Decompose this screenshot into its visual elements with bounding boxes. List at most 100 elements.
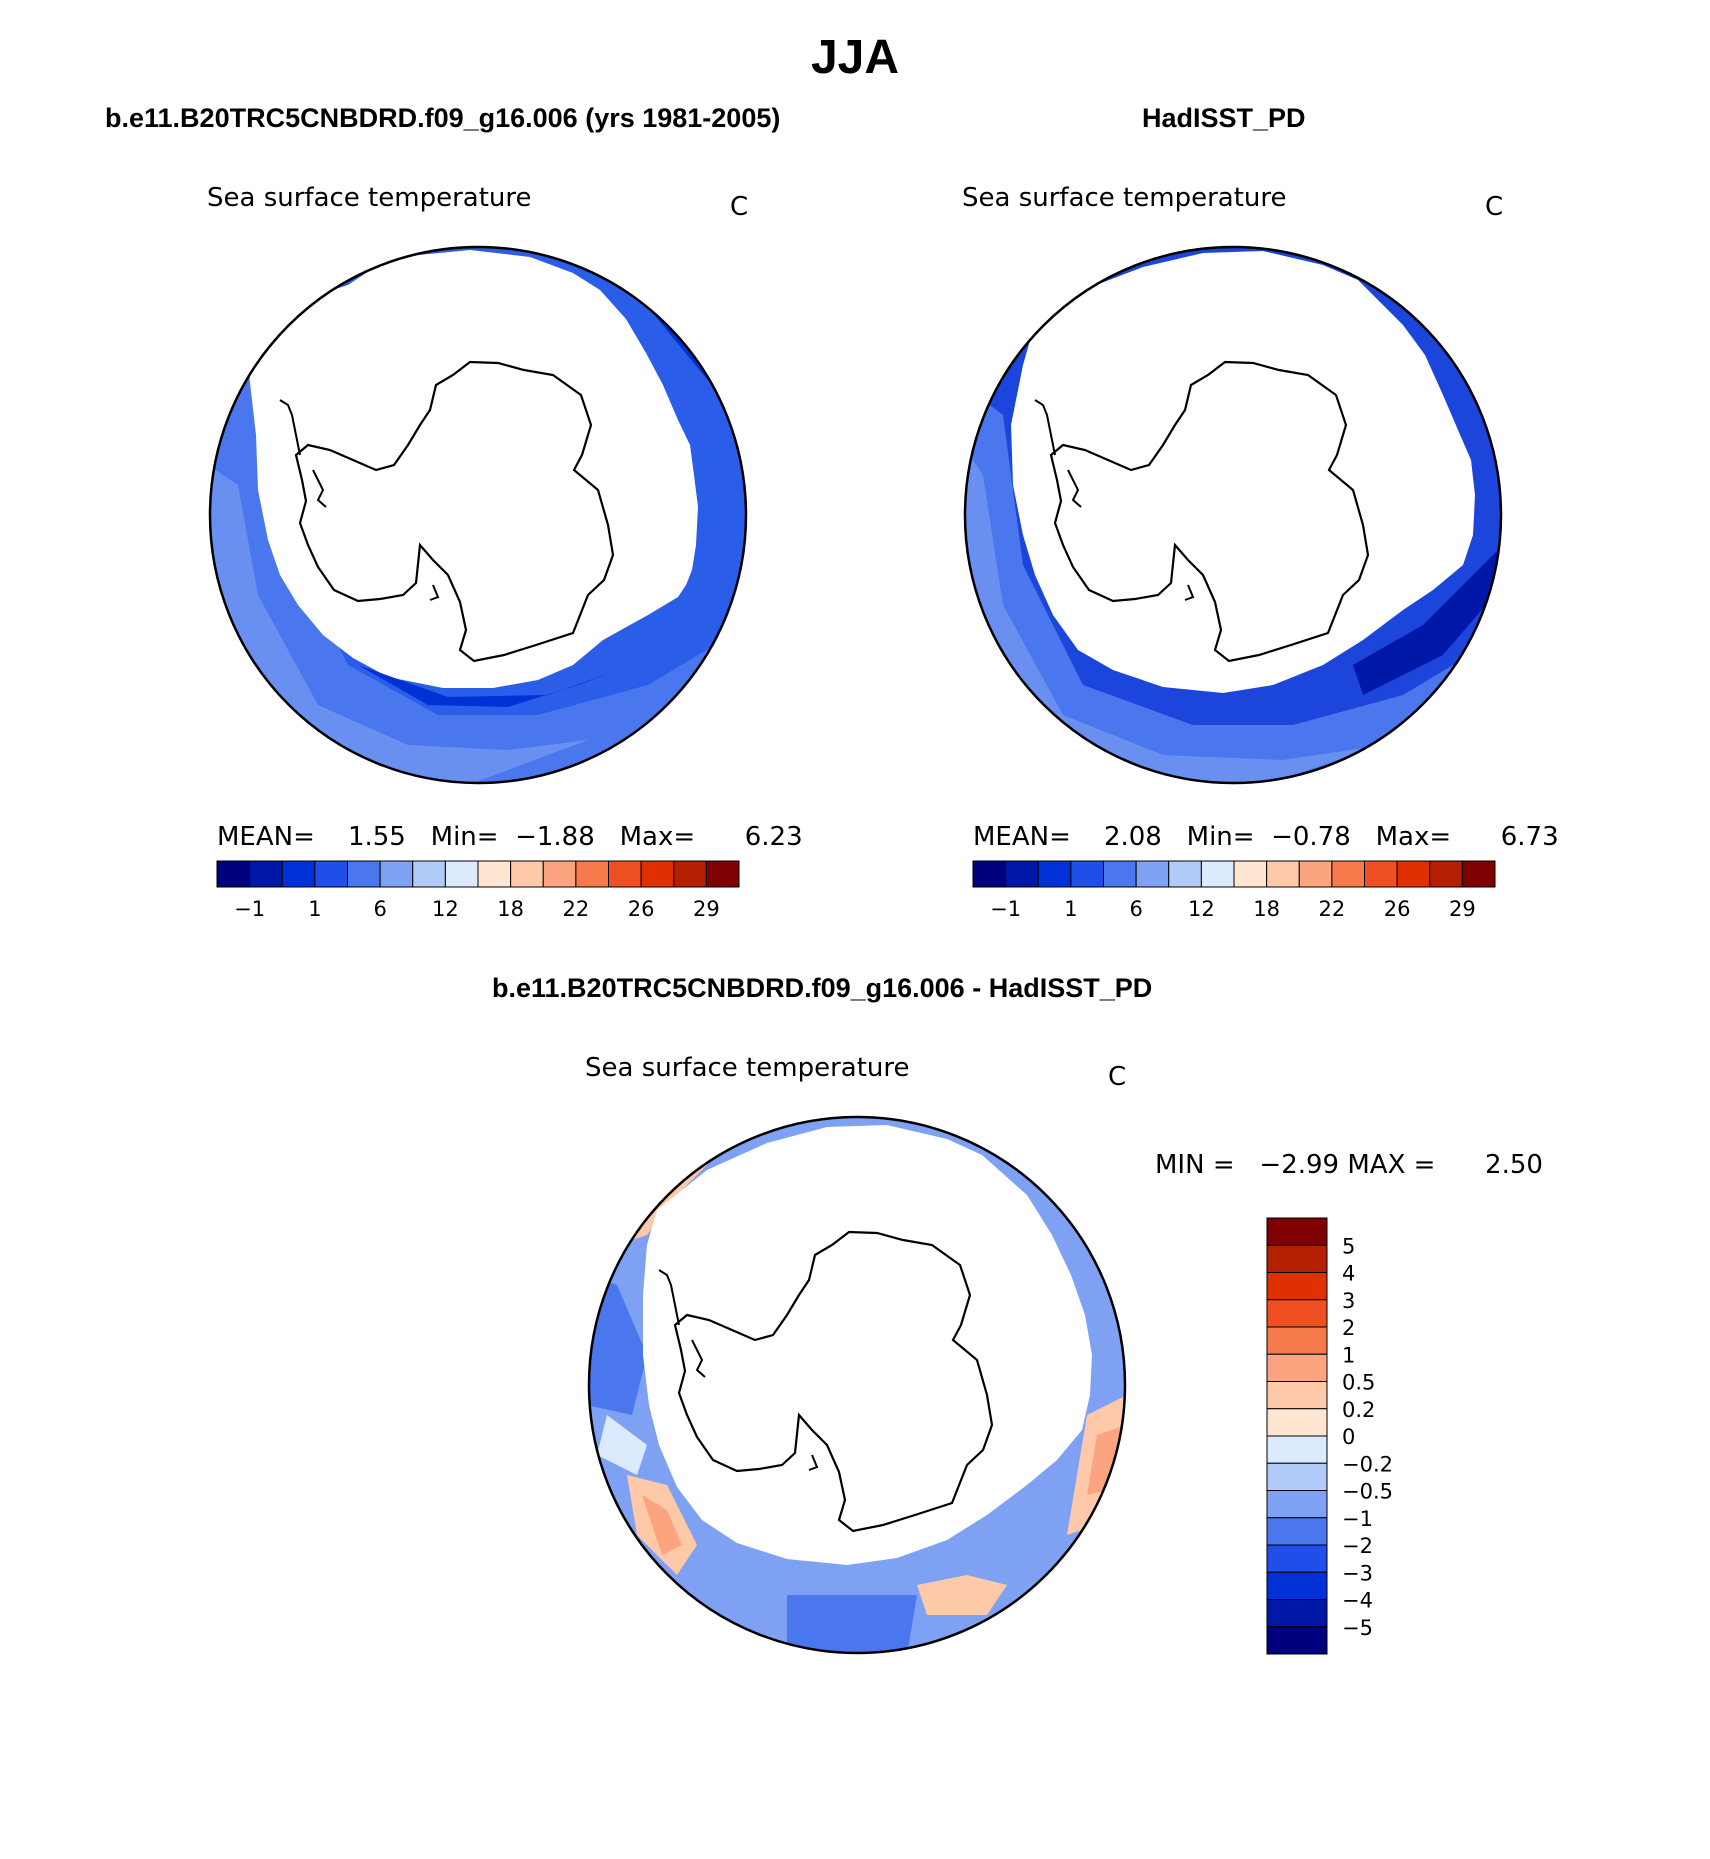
obs-mean-label: MEAN=	[973, 822, 1071, 852]
obs-panel-title: HadISST_PD	[1142, 103, 1306, 133]
model-colorbar-swatch	[249, 860, 283, 888]
diff-colorbar-swatch	[1266, 1353, 1328, 1382]
model-colorbar-tick-label: 6	[373, 897, 386, 921]
model-colorbar: −1 1 6 12 18 22 26 29	[216, 860, 740, 921]
obs-colorbar-swatch	[1331, 860, 1365, 888]
obs-colorbar-swatch	[1364, 860, 1398, 888]
model-colorbar-swatch	[575, 860, 609, 888]
model-colorbar-tick-label: 12	[432, 897, 459, 921]
obs-colorbar-swatch	[1461, 860, 1496, 888]
diff-colorbar-tick-label: 0.5	[1342, 1371, 1375, 1395]
model-colorbar-swatch	[347, 860, 381, 888]
obs-colorbar-tick-label: 18	[1253, 897, 1280, 921]
model-polar-map	[208, 245, 748, 785]
model-max-value: 6.23	[744, 822, 803, 852]
model-map-boundary	[208, 245, 748, 785]
obs-colorbar-tick-label: −1	[990, 897, 1021, 921]
obs-max-value: 6.73	[1500, 822, 1559, 852]
diff-colorbar-swatch	[1266, 1244, 1328, 1273]
obs-variable-label: Sea surface temperature	[962, 183, 1287, 213]
obs-colorbar-swatch	[1396, 860, 1431, 888]
diff-colorbar-tick-label: −1	[1342, 1507, 1373, 1531]
diff-colorbar-swatch	[1266, 1571, 1328, 1600]
diff-panel-title: b.e11.B20TRC5CNBDRD.f09_g16.006 - HadISS…	[492, 973, 1153, 1003]
obs-colorbar-tick-label: 12	[1188, 897, 1215, 921]
diff-min-label: MIN =	[1155, 1150, 1235, 1180]
diff-colorbar-tick-label: −0.5	[1342, 1480, 1393, 1504]
model-colorbar-tick-label: 22	[563, 897, 590, 921]
obs-mean-value: 2.08	[1103, 822, 1162, 852]
obs-colorbar-swatch	[1005, 860, 1039, 888]
model-variable-label: Sea surface temperature	[207, 183, 532, 213]
obs-polar-map	[963, 245, 1503, 785]
diff-colorbar-swatch	[1266, 1381, 1328, 1410]
obs-antarctica-coastline	[1049, 360, 1370, 663]
obs-max-label: Max=	[1375, 822, 1452, 852]
diff-colorbar-swatch	[1266, 1435, 1328, 1464]
model-colorbar-swatch	[640, 860, 675, 888]
diff-colorbar-tick-label: 0	[1342, 1425, 1355, 1449]
model-colorbar-swatch	[314, 860, 348, 888]
model-antarctica-coastline	[294, 360, 615, 663]
obs-colorbar-swatch	[1429, 860, 1463, 888]
diff-colorbar-swatch	[1266, 1544, 1328, 1573]
obs-min-label: Min=	[1186, 822, 1255, 852]
obs-min-value: −0.78	[1271, 822, 1351, 852]
model-panel-title: b.e11.B20TRC5CNBDRD.f09_g16.006 (yrs 198…	[105, 103, 781, 133]
diff-colorbar-tick-label: 4	[1342, 1262, 1355, 1286]
diff-colorbar-tick-label: −3	[1342, 1561, 1373, 1585]
diff-colorbar-tick-label: −2	[1342, 1534, 1373, 1558]
model-units-label: C	[730, 192, 749, 222]
diff-colorbar-swatch	[1266, 1272, 1328, 1301]
diff-variable-label: Sea surface temperature	[585, 1053, 910, 1083]
diff-colorbar-swatch	[1266, 1408, 1328, 1437]
obs-colorbar-swatch	[1168, 860, 1202, 888]
obs-colorbar-tick-label: 26	[1384, 897, 1411, 921]
obs-colorbar-tick-label: 29	[1449, 897, 1476, 921]
obs-map-boundary	[963, 245, 1503, 785]
model-colorbar-swatch	[412, 860, 446, 888]
obs-colorbar-tick-label: 1	[1064, 897, 1077, 921]
model-colorbar-swatch	[542, 860, 577, 888]
diff-min-value: −2.99	[1259, 1150, 1340, 1180]
model-mean-label: MEAN=	[217, 822, 315, 852]
obs-colorbar-swatch	[972, 860, 1007, 888]
obs-colorbar-swatch	[1135, 860, 1170, 888]
obs-sea-ice-mask	[1011, 251, 1475, 693]
diff-map-boundary	[587, 1115, 1127, 1655]
diff-colorbar-swatch	[1266, 1517, 1328, 1546]
diff-polar-map	[587, 1115, 1127, 1655]
diff-colorbar-tick-label: −0.2	[1342, 1452, 1393, 1476]
model-colorbar-swatch	[608, 860, 642, 888]
model-stats: MEAN= 1.55 Min= −1.88 Max= 6.23	[217, 822, 803, 852]
obs-colorbar-swatch	[1070, 860, 1104, 888]
model-colorbar-swatch	[510, 860, 544, 888]
diff-max-label: MAX =	[1347, 1150, 1436, 1180]
obs-colorbar-tick-label: 22	[1319, 897, 1346, 921]
diff-mask	[643, 1125, 1092, 1565]
diff-colorbar-tick-label: 2	[1342, 1316, 1355, 1340]
diff-colorbar-tick-label: −4	[1342, 1589, 1373, 1613]
diff-stats: MIN = −2.99 MAX = 2.50	[1155, 1150, 1543, 1180]
diff-max-value: 2.50	[1485, 1150, 1543, 1180]
diff-colorbar: 5 4 3 2 1 0.5 0.2 0 −0.2 −0.5 −1 −2 −3 −4 −5	[1266, 1217, 1393, 1655]
model-colorbar-swatch	[444, 860, 479, 888]
obs-colorbar-swatch	[1233, 860, 1268, 888]
model-max-label: Max=	[619, 822, 696, 852]
diff-antarctica-coastline	[673, 1230, 994, 1533]
obs-units-label: C	[1485, 192, 1504, 222]
obs-colorbar-swatch	[1298, 860, 1333, 888]
diff-colorbar-tick-label: 3	[1342, 1289, 1355, 1313]
obs-stats: MEAN= 2.08 Min= −0.78 Max= 6.73	[973, 822, 1559, 852]
obs-colorbar-swatch	[1103, 860, 1137, 888]
model-colorbar-tick-label: 26	[628, 897, 655, 921]
diff-colorbar-swatch	[1266, 1490, 1328, 1519]
model-min-label: Min=	[430, 822, 499, 852]
main-title: JJA	[810, 31, 900, 84]
diff-units-label: C	[1108, 1062, 1127, 1092]
model-mean-value: 1.55	[347, 822, 406, 852]
model-sea-ice-mask	[248, 250, 698, 688]
model-colorbar-swatch	[379, 860, 414, 888]
diff-colorbar-tick-label: 5	[1342, 1234, 1355, 1258]
model-warmer-band	[210, 365, 746, 783]
